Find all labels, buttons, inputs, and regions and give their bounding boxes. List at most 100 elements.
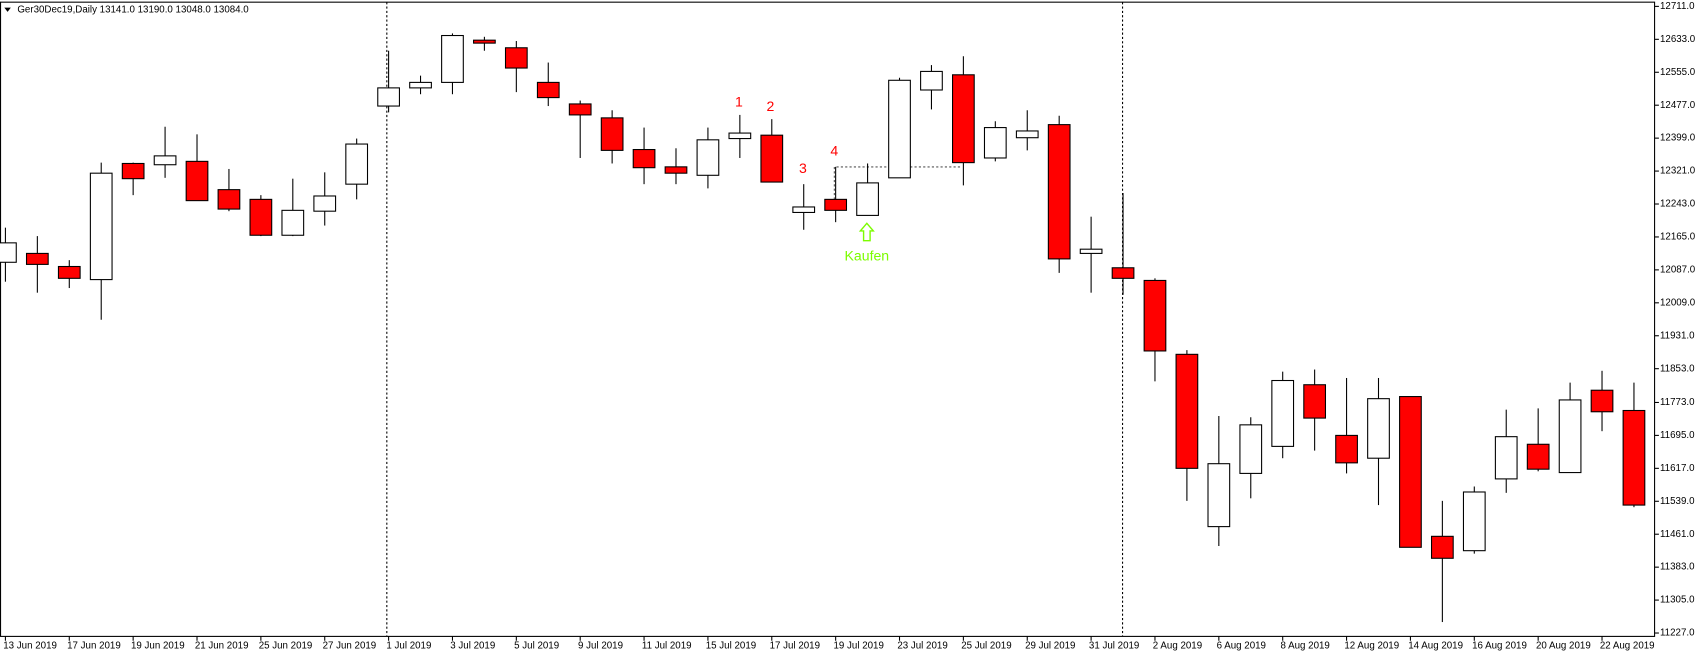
candle-body bbox=[249, 198, 273, 236]
candle-body bbox=[1079, 248, 1103, 254]
x-tick-label: 17 Jul 2019 bbox=[770, 641, 820, 652]
y-tick-label: 11773.0 bbox=[1660, 397, 1695, 408]
y-tick-label: 11539.0 bbox=[1660, 496, 1695, 507]
candle-body bbox=[1622, 409, 1646, 506]
buy-arrow bbox=[858, 222, 875, 242]
x-tick-label: 3 Jul 2019 bbox=[450, 641, 495, 652]
candle-body bbox=[1303, 384, 1327, 419]
candle-body bbox=[856, 182, 879, 216]
plot-frame bbox=[0, 1, 1656, 637]
y-tick-label: 12321.0 bbox=[1660, 166, 1696, 177]
candle-body bbox=[1015, 130, 1039, 139]
candle-body bbox=[441, 34, 464, 83]
x-tick-label: 27 Jun 2019 bbox=[323, 641, 377, 652]
candle-body bbox=[1143, 279, 1167, 352]
candle-body bbox=[664, 166, 688, 174]
candle-body bbox=[281, 209, 305, 236]
candle-body bbox=[345, 143, 369, 185]
candle-body bbox=[25, 252, 49, 265]
candle-body bbox=[473, 39, 496, 44]
candle-body bbox=[952, 74, 975, 164]
x-tick-label: 22 Aug 2019 bbox=[1600, 641, 1655, 652]
x-tick-label: 11 Jul 2019 bbox=[642, 641, 692, 652]
x-tick-label: 21 Jun 2019 bbox=[195, 641, 249, 652]
x-tick-label: 25 Jun 2019 bbox=[259, 641, 313, 652]
candle-body bbox=[1558, 399, 1582, 474]
x-tick-label: 29 Jul 2019 bbox=[1025, 641, 1075, 652]
x-tick-label: 19 Jul 2019 bbox=[833, 641, 883, 652]
candle-body bbox=[760, 134, 784, 183]
x-tick-label: 12 Aug 2019 bbox=[1344, 641, 1399, 652]
candle-body bbox=[1462, 491, 1486, 552]
y-tick-label: 12711.0 bbox=[1660, 1, 1695, 12]
candle-body bbox=[1239, 424, 1263, 474]
annotation: 3 bbox=[799, 160, 807, 176]
candle-body bbox=[57, 265, 81, 279]
x-tick-label: 23 Jul 2019 bbox=[897, 641, 947, 652]
candle-body bbox=[1335, 434, 1358, 464]
candle-body bbox=[313, 195, 337, 212]
y-tick-label: 11695.0 bbox=[1660, 430, 1695, 441]
candle-body bbox=[983, 127, 1007, 159]
candle-body bbox=[185, 160, 209, 202]
y-tick-label: 11383.0 bbox=[1660, 562, 1695, 573]
y-tick-label: 12087.0 bbox=[1660, 264, 1696, 275]
x-tick-label: 14 Aug 2019 bbox=[1408, 641, 1463, 652]
annotation: 4 bbox=[830, 142, 838, 158]
candle-body bbox=[632, 148, 656, 169]
candle-body bbox=[0, 242, 17, 263]
candle-body bbox=[920, 70, 943, 91]
annotation: 2 bbox=[766, 98, 774, 114]
x-tick-label: 6 Aug 2019 bbox=[1217, 641, 1266, 652]
candle-body bbox=[1175, 353, 1199, 469]
candle-body bbox=[1590, 389, 1614, 413]
candle-body bbox=[888, 79, 911, 179]
candle-body bbox=[792, 206, 816, 213]
y-tick-label: 11617.0 bbox=[1660, 463, 1695, 474]
candle-body bbox=[89, 172, 113, 281]
y-tick-label: 11305.0 bbox=[1660, 595, 1695, 606]
candle-body bbox=[121, 162, 145, 180]
x-tick-label: 20 Aug 2019 bbox=[1536, 641, 1591, 652]
level-line bbox=[833, 166, 963, 200]
y-tick-label: 12399.0 bbox=[1660, 133, 1696, 144]
header-triangle bbox=[4, 7, 11, 12]
x-tick-label: 25 Jul 2019 bbox=[961, 641, 1011, 652]
y-tick-label: 11931.0 bbox=[1660, 330, 1695, 341]
candle-body bbox=[600, 117, 624, 151]
y-tick-label: 11227.0 bbox=[1660, 628, 1695, 639]
y-tick-label: 11853.0 bbox=[1660, 363, 1695, 374]
x-tick-label: 8 Aug 2019 bbox=[1281, 641, 1330, 652]
annotation: Kaufen bbox=[845, 248, 890, 264]
x-tick-label: 1 Jul 2019 bbox=[386, 641, 431, 652]
chart-title: Ger30Dec19,Daily 13141.0 13190.0 13048.0… bbox=[17, 4, 249, 15]
candle-body bbox=[1399, 396, 1422, 548]
candle-body bbox=[217, 189, 241, 210]
y-tick-label: 12633.0 bbox=[1660, 34, 1696, 45]
y-tick-label: 12243.0 bbox=[1660, 199, 1696, 210]
candle-body bbox=[377, 87, 400, 107]
candle-body bbox=[536, 81, 560, 99]
candle-body bbox=[1367, 398, 1390, 459]
x-tick-label: 9 Jul 2019 bbox=[578, 641, 623, 652]
y-tick-label: 12555.0 bbox=[1660, 67, 1696, 78]
candle-body bbox=[1430, 535, 1454, 559]
y-tick-label: 12009.0 bbox=[1660, 297, 1696, 308]
x-tick-label: 17 Jun 2019 bbox=[67, 641, 121, 652]
x-tick-label: 19 Jun 2019 bbox=[131, 641, 185, 652]
candle-body bbox=[504, 47, 528, 69]
x-tick-label: 2 Aug 2019 bbox=[1153, 641, 1202, 652]
candle-body bbox=[1271, 379, 1295, 447]
y-tick-label: 12165.0 bbox=[1660, 232, 1696, 243]
candle-body bbox=[696, 139, 720, 176]
x-tick-label: 15 Jul 2019 bbox=[706, 641, 756, 652]
y-tick-label: 12477.0 bbox=[1660, 100, 1696, 111]
annotation: 1 bbox=[735, 94, 743, 110]
candle-body bbox=[1207, 463, 1231, 528]
x-tick-label: 13 Jun 2019 bbox=[3, 641, 57, 652]
candle-body bbox=[409, 81, 432, 89]
x-tick-label: 16 Aug 2019 bbox=[1472, 641, 1527, 652]
candle-body bbox=[824, 198, 848, 211]
candle-body bbox=[1047, 124, 1071, 260]
